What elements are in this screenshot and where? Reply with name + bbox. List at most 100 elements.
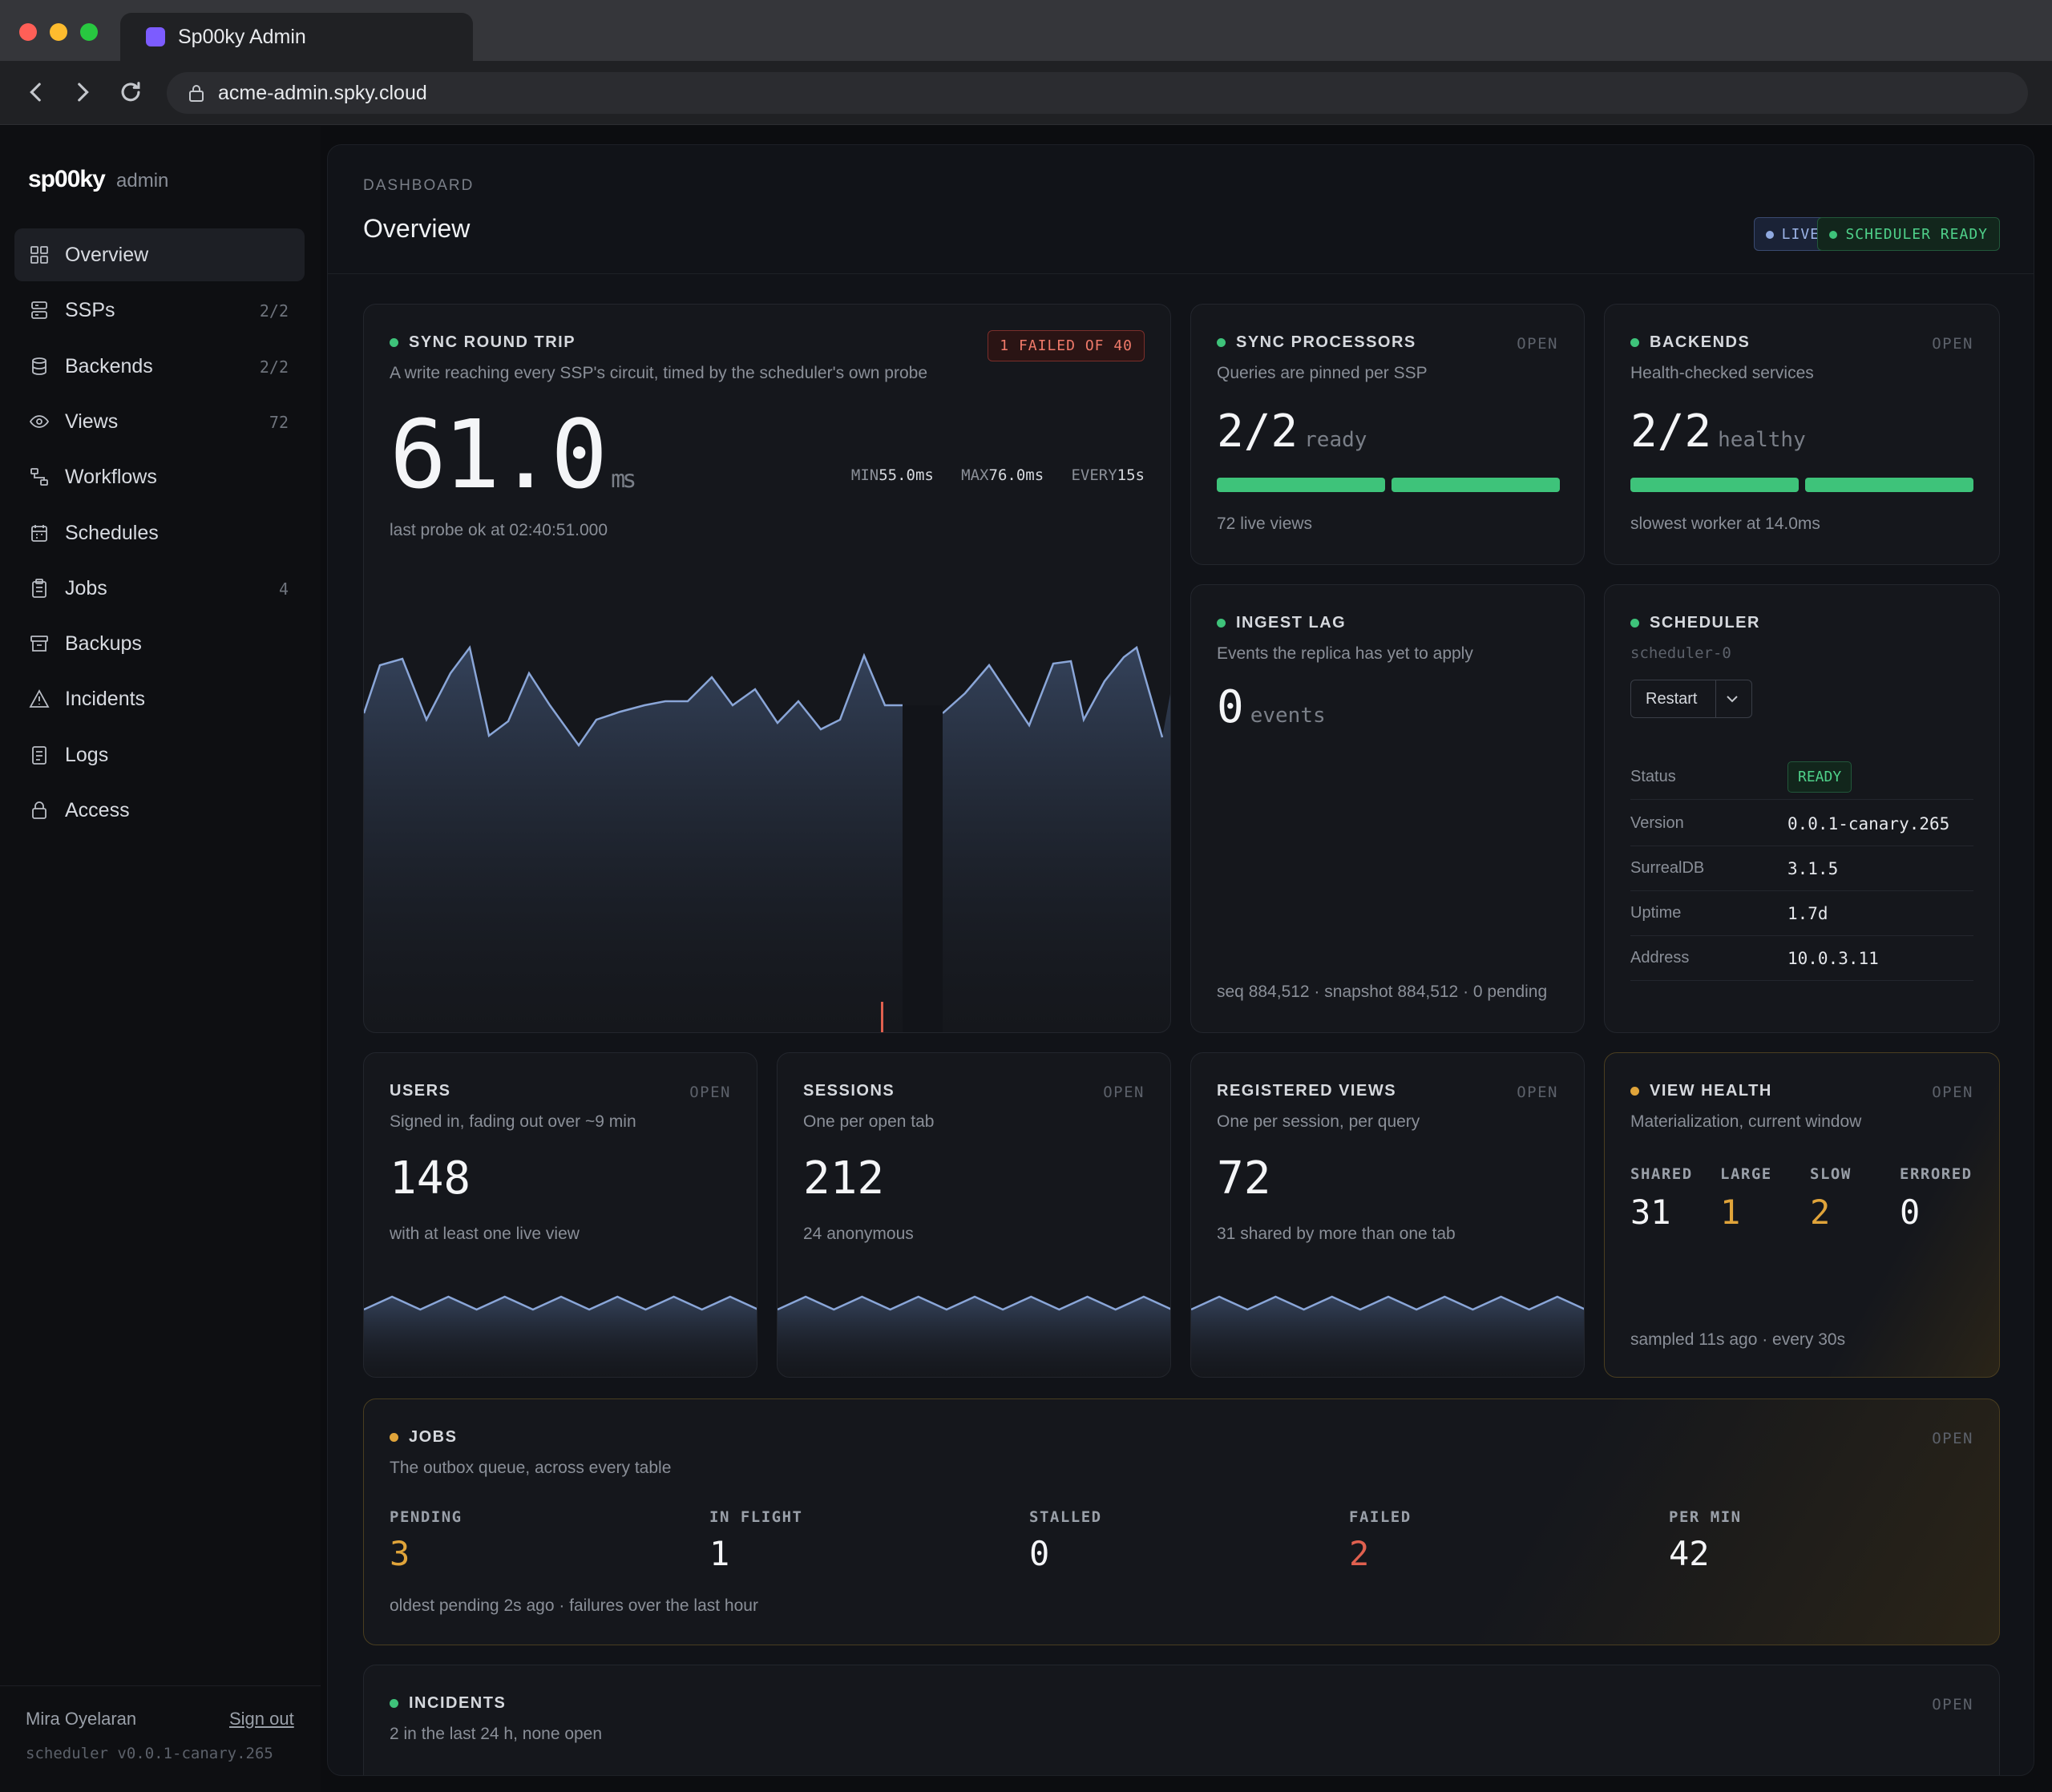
stat-label: ERRORED — [1900, 1165, 1973, 1183]
database-icon — [32, 357, 46, 375]
row-key: Status — [1630, 768, 1676, 785]
round-trip-value: 61.0 ms — [390, 399, 636, 510]
card-footer: slowest worker at 14.0ms — [1630, 515, 1820, 533]
card-subtitle: 2 in the last 24 h, none open — [390, 1725, 603, 1743]
favicon-icon — [146, 27, 165, 46]
server-icon — [31, 301, 47, 320]
scheduler-row-uptime: Uptime 1.7d — [1630, 891, 1973, 936]
open-link[interactable]: OPEN — [1932, 335, 1973, 353]
registered-views-card[interactable]: REGISTERED VIEWS OPEN One per session, p… — [1190, 1052, 1585, 1378]
stat-label: PER MIN — [1669, 1508, 1742, 1526]
open-link[interactable]: OPEN — [1932, 1696, 1973, 1713]
sparkline-line — [1191, 1295, 1584, 1311]
stat-label: LARGE — [1720, 1165, 1772, 1183]
card-footer: sampled 11s ago · every 30s — [1630, 1330, 1846, 1349]
failed-probe-marker — [881, 1002, 883, 1032]
scheduler-instance: scheduler-0 — [1630, 644, 1731, 662]
users-card[interactable]: USERS OPEN Signed in, fading out over ~9… — [363, 1052, 757, 1378]
card-subtitle: One per session, per query — [1217, 1112, 1420, 1131]
sidebar-item-count: 2/2 — [259, 357, 289, 377]
backends-card[interactable]: BACKENDS OPEN Health-checked services 2/… — [1604, 304, 2000, 565]
restart-button[interactable]: Restart — [1631, 680, 1716, 717]
header-divider — [328, 273, 2034, 274]
sidebar-item-overview[interactable]: Overview — [14, 228, 305, 281]
card-title: SYNC ROUND TRIP — [409, 333, 576, 351]
sidebar-item-jobs[interactable]: Jobs 4 — [14, 562, 305, 615]
sign-out-link[interactable]: Sign out — [229, 1709, 294, 1729]
page-title: Overview — [363, 214, 471, 243]
lock-icon — [189, 85, 204, 102]
stat-label: PENDING — [390, 1508, 463, 1526]
sync-processors-card[interactable]: SYNC PROCESSORS OPEN Queries are pinned … — [1190, 304, 1585, 565]
open-link[interactable]: OPEN — [1103, 1084, 1145, 1101]
maximize-window-icon[interactable] — [80, 23, 98, 41]
sidebar: sp00ky admin Overview SSPs 2/2 Backends … — [0, 126, 321, 1792]
main-panel: DASHBOARD Overview LIVE SCHEDULER READY … — [327, 144, 2034, 1776]
card-footer: oldest pending 2s ago · failures over th… — [390, 1596, 758, 1615]
stat-value: 1 — [709, 1534, 730, 1573]
open-link[interactable]: OPEN — [1932, 1430, 1973, 1447]
card-footer: with at least one live view — [390, 1225, 580, 1243]
back-icon[interactable] — [22, 79, 50, 106]
restart-split-button: Restart — [1630, 680, 1752, 718]
sidebar-item-views[interactable]: Views 72 — [14, 395, 305, 448]
open-link[interactable]: OPEN — [689, 1084, 731, 1101]
sidebar-item-access[interactable]: Access — [14, 784, 305, 837]
file-icon — [32, 745, 46, 765]
registered-views-value: 72 — [1217, 1152, 1271, 1205]
reload-icon[interactable] — [117, 79, 144, 106]
sessions-value: 212 — [803, 1152, 885, 1205]
scheduler-row-version: Version 0.0.1-canary.265 — [1630, 801, 1973, 846]
sparkline-line — [364, 1295, 757, 1311]
stat-value: 42 — [1669, 1534, 1710, 1573]
calendar-icon — [31, 524, 47, 542]
row-key: Address — [1630, 949, 1690, 967]
scheduler-ready-badge: SCHEDULER READY — [1817, 217, 2000, 251]
card-title: REGISTERED VIEWS — [1217, 1082, 1397, 1100]
stat-value: 3 — [390, 1534, 410, 1573]
browser-tab[interactable]: Sp00ky Admin — [120, 13, 473, 61]
incidents-card[interactable]: INCIDENTS OPEN 2 in the last 24 h, none … — [363, 1665, 2000, 1775]
status-dot — [390, 338, 398, 347]
sessions-sparkline — [778, 1295, 1170, 1377]
sync-round-trip-card[interactable]: SYNC ROUND TRIP 1 FAILED OF 40 A write r… — [363, 304, 1171, 1033]
jobs-card[interactable]: JOBS OPEN The outbox queue, across every… — [363, 1398, 2000, 1645]
lock-icon — [32, 801, 46, 819]
breadcrumb: DASHBOARD — [363, 177, 475, 194]
stat-value: 0 — [1029, 1534, 1050, 1573]
card-footer: 24 anonymous — [803, 1225, 914, 1243]
sidebar-item-backends[interactable]: Backends 2/2 — [14, 340, 305, 393]
card-title: JOBS — [409, 1428, 458, 1446]
open-link[interactable]: OPEN — [1517, 1084, 1558, 1101]
close-window-icon[interactable] — [19, 23, 37, 41]
brand-logo[interactable]: sp00ky — [28, 166, 106, 192]
minimize-window-icon[interactable] — [50, 23, 67, 41]
row-value: 10.0.3.11 — [1787, 949, 1879, 968]
forward-icon[interactable] — [69, 79, 96, 106]
eye-icon — [29, 414, 50, 428]
sidebar-item-backups[interactable]: Backups — [14, 617, 305, 670]
open-link[interactable]: OPEN — [1932, 1084, 1973, 1101]
sessions-card[interactable]: SESSIONS OPEN One per open tab 212 24 an… — [777, 1052, 1171, 1378]
browser-toolbar: acme-admin.spky.cloud — [0, 61, 2052, 125]
stat-value: 1 — [1720, 1193, 1741, 1232]
card-title: USERS — [390, 1082, 451, 1100]
sidebar-item-incidents[interactable]: Incidents — [14, 672, 305, 725]
browser-titlebar: Sp00ky Admin — [0, 0, 2052, 61]
chart-line-left — [364, 645, 903, 748]
open-link[interactable]: OPEN — [1517, 335, 1558, 353]
sidebar-item-workflows[interactable]: Workflows — [14, 450, 305, 503]
view-health-card[interactable]: VIEW HEALTH OPEN Materialization, curren… — [1604, 1052, 2000, 1378]
address-bar[interactable]: acme-admin.spky.cloud — [167, 72, 2028, 114]
probe-stats: MIN55.0ms MAX76.0ms EVERY15s — [850, 466, 1145, 484]
sidebar-item-logs[interactable]: Logs — [14, 729, 305, 781]
chevron-down-icon[interactable] — [1723, 690, 1742, 708]
warning-icon — [29, 689, 50, 708]
card-title: INGEST LAG — [1236, 614, 1347, 632]
sidebar-item-label: Overview — [65, 244, 149, 266]
sidebar-item-schedules[interactable]: Schedules — [14, 507, 305, 559]
sidebar-item-ssps[interactable]: SSPs 2/2 — [14, 284, 305, 337]
version-label: scheduler v0.0.1-canary.265 — [26, 1745, 273, 1762]
sidebar-item-label: SSPs — [65, 299, 115, 322]
backend-health-bar — [1630, 478, 1973, 492]
